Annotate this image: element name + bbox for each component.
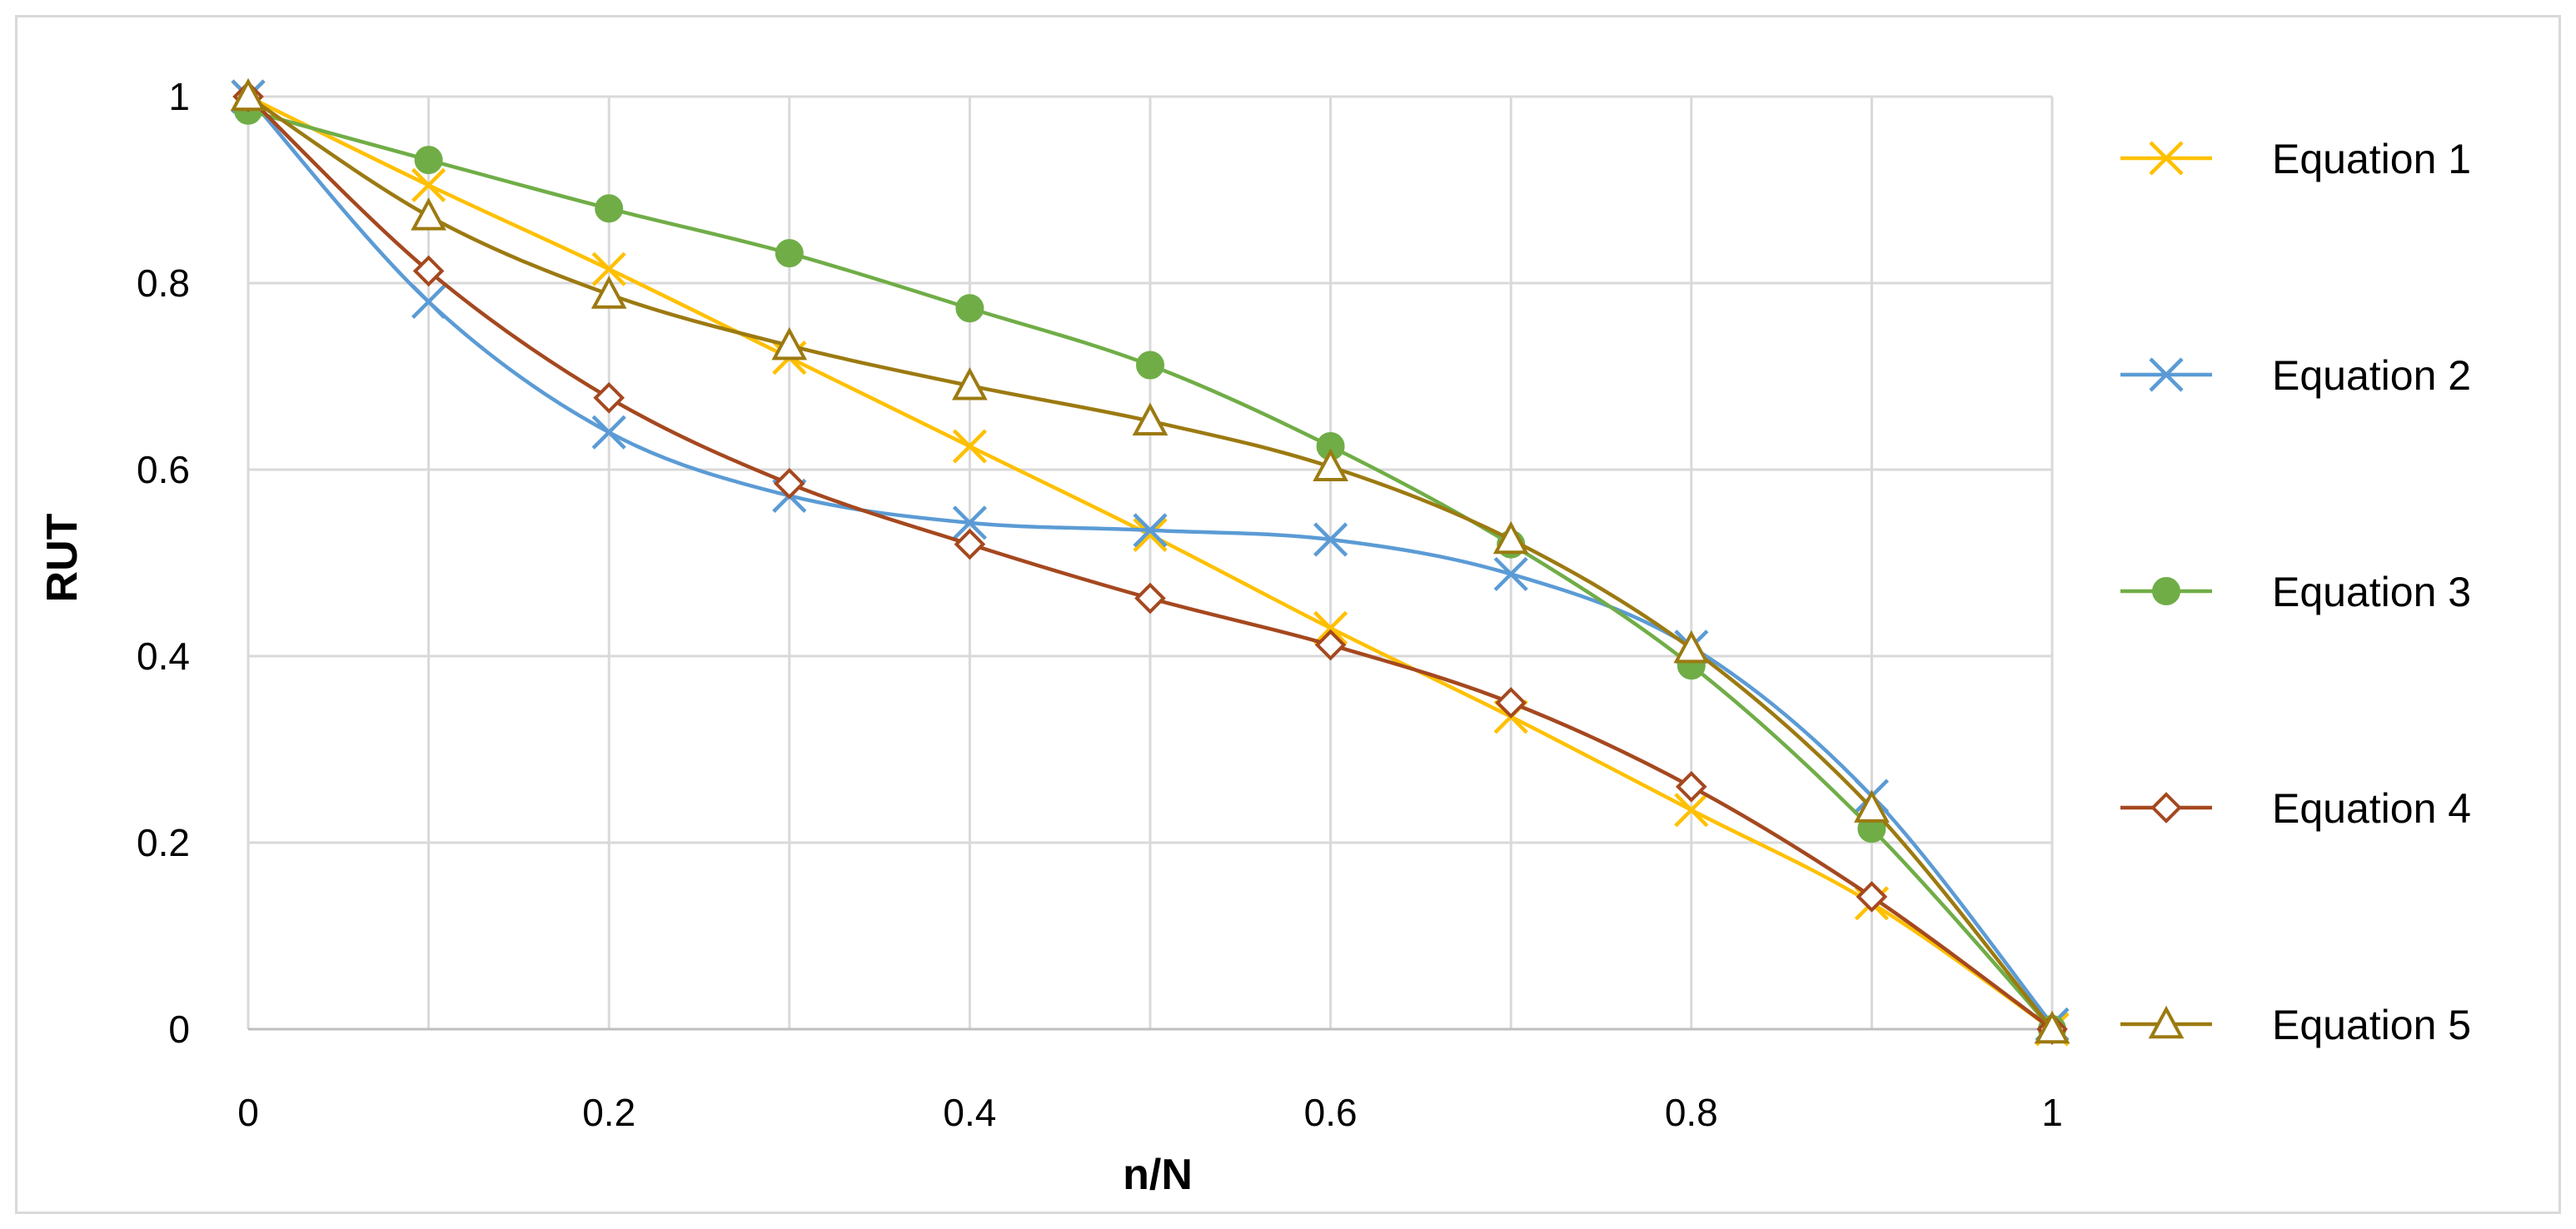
y-tick-label: 0.8 — [137, 261, 190, 305]
legend: Equation 1 Equation 2 Equation 3 Equation 4… — [2120, 136, 2471, 1048]
legend-entry: Equation 1 — [2120, 136, 2471, 182]
x-tick-label: 1 — [2041, 1091, 2063, 1134]
data-point — [1136, 351, 1164, 380]
data-point — [771, 326, 808, 361]
y-tick-label: 1 — [168, 75, 190, 118]
legend-marker — [2149, 357, 2184, 392]
legend-entry: Equation 3 — [2120, 569, 2471, 615]
legend-marker — [2148, 1005, 2185, 1039]
x-tick-label: 0.4 — [943, 1091, 996, 1134]
data-point — [411, 284, 446, 319]
legend-label: Equation 2 — [2272, 352, 2471, 399]
legend-entry: Equation 5 — [2120, 1002, 2471, 1048]
legend-label: Equation 1 — [2272, 136, 2471, 182]
data-point — [1674, 793, 1709, 828]
x-tick-label: 0.8 — [1665, 1091, 1718, 1134]
data-point — [1492, 520, 1529, 555]
legend-marker — [2152, 577, 2180, 605]
x-tick-label: 0.2 — [582, 1091, 635, 1134]
data-point — [411, 167, 446, 202]
data-point — [1493, 556, 1528, 592]
y-tick-label: 0.6 — [137, 448, 190, 491]
data-point — [1854, 789, 1890, 823]
data-point — [412, 255, 445, 287]
legend-entry: Equation 4 — [2120, 785, 2471, 832]
legend-marker — [2149, 141, 2184, 176]
data-point — [591, 251, 626, 286]
data-point — [414, 146, 443, 175]
data-point — [1313, 448, 1348, 481]
data-point — [591, 415, 626, 450]
data-point — [1133, 513, 1168, 548]
x-tick-label: 0.6 — [1304, 1091, 1358, 1134]
data-point — [1313, 522, 1348, 557]
data-point — [1134, 582, 1166, 614]
data-point — [952, 366, 988, 401]
series-line — [247, 108, 2054, 1031]
data-point — [1495, 687, 1527, 719]
series-layer — [230, 77, 2070, 1047]
data-point — [595, 194, 624, 223]
data-point — [2034, 1010, 2070, 1044]
y-tick-label: 0 — [168, 1008, 190, 1051]
data-point — [954, 528, 986, 560]
y-axis-title: RUT — [38, 513, 87, 602]
legend-label: Equation 4 — [2272, 785, 2471, 832]
chart-frame — [15, 15, 2561, 1214]
x-tick-label: 0 — [237, 1091, 259, 1134]
series-line — [247, 95, 2054, 1031]
y-tick-label: 0.4 — [137, 634, 190, 678]
data-point — [1313, 610, 1348, 645]
legend-label: Equation 5 — [2272, 1002, 2471, 1048]
data-point — [230, 77, 267, 112]
legend-label: Equation 3 — [2272, 569, 2471, 615]
data-point — [952, 505, 987, 540]
data-point — [952, 429, 987, 464]
grid-layer — [247, 95, 2054, 1031]
data-point — [1133, 517, 1168, 552]
tick-labels: 0 0.2 0.4 0.6 0.8 1 0 0.2 0.4 0.6 0.8 1 — [137, 75, 2063, 1134]
x-axis-title: n/N — [1123, 1151, 1193, 1199]
y-tick-label: 0.2 — [137, 821, 190, 864]
data-point — [1132, 402, 1168, 436]
series-5 — [230, 77, 2070, 1044]
data-point — [411, 197, 446, 231]
data-point — [1675, 770, 1707, 803]
legend-marker — [2150, 792, 2182, 823]
data-point — [1856, 881, 1888, 913]
data-point — [955, 294, 984, 323]
data-point — [590, 276, 627, 309]
data-point — [593, 381, 625, 414]
data-point — [773, 467, 805, 500]
data-point — [1314, 629, 1347, 661]
legend-entry: Equation 2 — [2120, 352, 2471, 399]
data-point — [775, 239, 804, 268]
data-point — [1673, 629, 1710, 664]
